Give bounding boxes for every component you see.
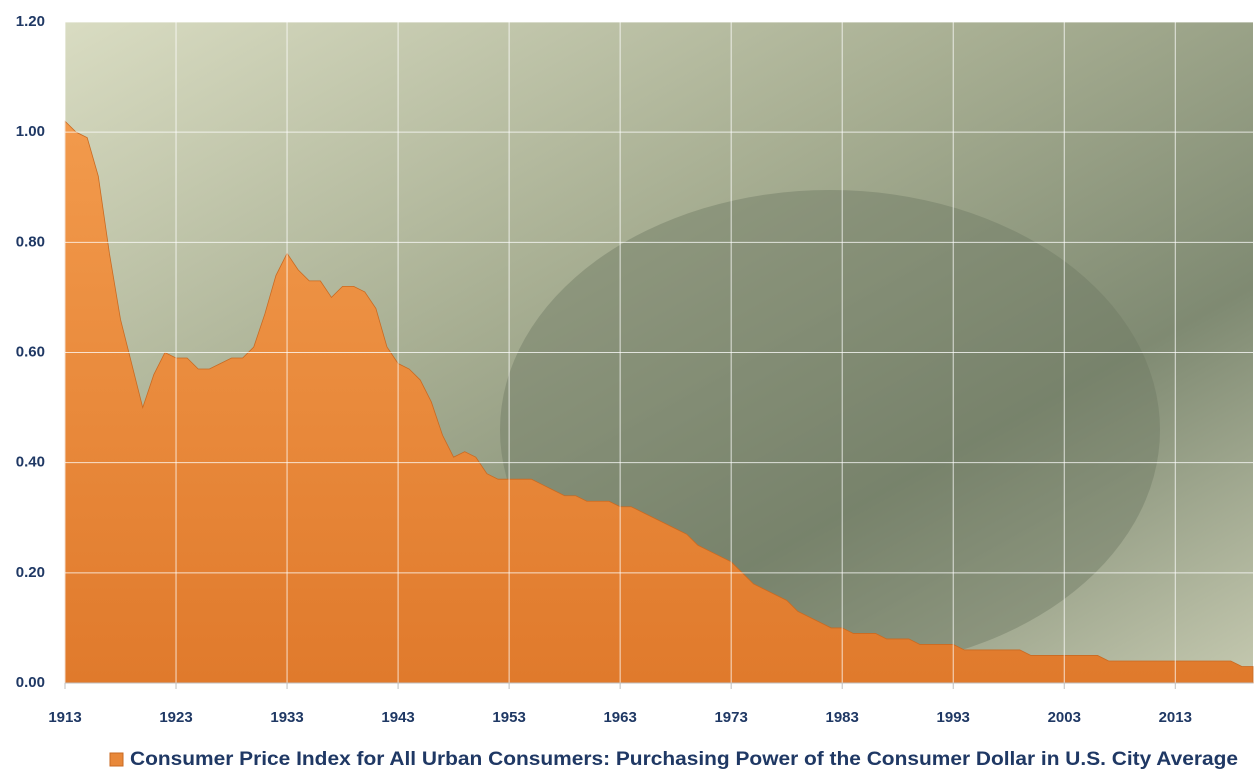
y-tick-label: 1.00 xyxy=(16,123,45,140)
x-tick-label: 1933 xyxy=(270,709,303,726)
y-tick-label: 0.40 xyxy=(16,454,45,471)
x-tick-label: 1993 xyxy=(937,709,970,726)
legend-swatch xyxy=(109,752,124,767)
y-tick-label: 1.20 xyxy=(16,13,45,30)
y-tick-label: 0.20 xyxy=(16,564,45,581)
x-tick-label: 1973 xyxy=(714,709,747,726)
x-tick-label: 2013 xyxy=(1159,709,1192,726)
legend-label: Consumer Price Index for All Urban Consu… xyxy=(130,749,1238,770)
x-tick-label: 1983 xyxy=(826,709,859,726)
y-tick-label: 0.60 xyxy=(16,343,45,360)
x-tick-label: 1943 xyxy=(381,709,414,726)
x-tick-label: 1953 xyxy=(492,709,525,726)
x-tick-label: 1963 xyxy=(603,709,636,726)
x-tick-label: 2003 xyxy=(1048,709,1081,726)
y-tick-label: 0.00 xyxy=(16,674,45,691)
x-tick-label: 1913 xyxy=(48,709,81,726)
area xyxy=(64,120,1254,684)
y-tick-label: 0.80 xyxy=(16,233,45,250)
x-tick-label: 1923 xyxy=(159,709,192,726)
